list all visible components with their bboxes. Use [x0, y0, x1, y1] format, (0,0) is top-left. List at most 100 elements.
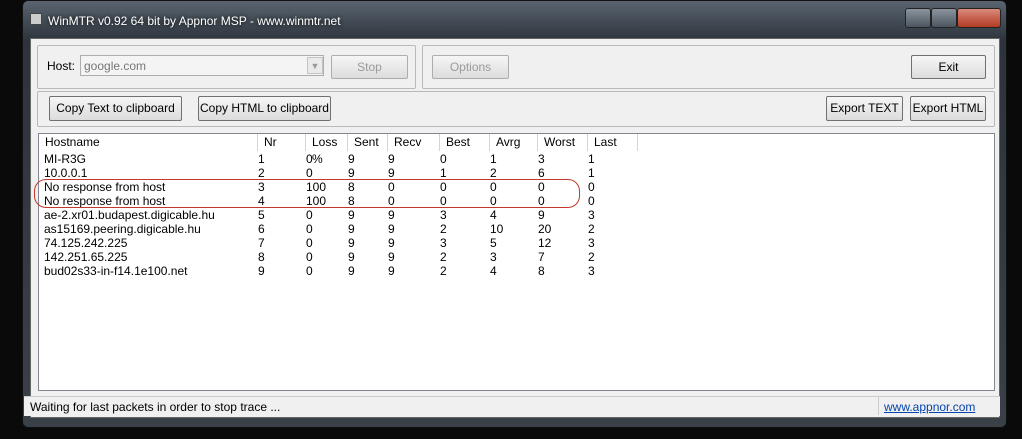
cell-value: 9 [348, 166, 355, 180]
cell-value: 3 [538, 152, 545, 166]
cell-value: 0 [588, 180, 595, 194]
cell-value: 0 [490, 180, 497, 194]
cell-value: 9 [538, 208, 545, 222]
column-header: Avrg [490, 134, 538, 151]
column-header: Last [588, 134, 638, 151]
cell-value: 0 [306, 250, 313, 264]
cell-value: 9 [388, 222, 395, 236]
highlight-ellipse [34, 179, 580, 208]
column-header: Loss % [306, 134, 348, 166]
cell-value: 8 [538, 264, 545, 278]
cell-value: 0 [588, 194, 595, 208]
cell-value: 6 [538, 166, 545, 180]
cell-value: 3 [440, 236, 447, 250]
hostname-cell: No response from host [44, 194, 166, 208]
cell-value: 12 [538, 236, 552, 250]
cell-value: 0 [306, 208, 313, 222]
cell-value: 3 [588, 208, 595, 222]
export-text-button[interactable]: Export TEXT [826, 96, 903, 121]
cell-value: 0 [306, 236, 313, 250]
cell-value: 0 [306, 264, 313, 278]
cell-value: 100 [306, 194, 327, 208]
cell-value: 2 [440, 250, 447, 264]
hostname-cell: as15169.peering.digicable.hu [44, 222, 201, 236]
cell-value: 0 [538, 180, 545, 194]
cell-value: 9 [388, 264, 395, 278]
cell-value: 0 [440, 194, 447, 208]
host-label: Host: [47, 59, 76, 73]
cell-value: 0 [306, 222, 313, 236]
cell-value: 2 [440, 222, 447, 236]
cell-value: 0 [538, 194, 545, 208]
dropdown-arrow[interactable]: ▼ [307, 57, 323, 74]
hostname-cell: 10.0.0.1 [44, 166, 88, 180]
cell-value: 9 [388, 152, 395, 166]
column-header: Sent [348, 134, 388, 151]
window-title: WinMTR v0.92 64 bit by Appnor MSP - www.… [48, 14, 341, 28]
cell-value: 3 [440, 208, 447, 222]
cell-value: 0 [306, 152, 313, 166]
cell-value: 20 [538, 222, 552, 236]
host-group [37, 45, 416, 89]
cell-value: 1 [588, 152, 595, 166]
maximize-button[interactable] [931, 8, 957, 28]
export-html-button[interactable]: Export HTML [910, 96, 986, 121]
column-header: Worst [538, 134, 588, 151]
cell-value: 9 [348, 208, 355, 222]
hostname-cell: MI-R3G [44, 152, 86, 166]
cell-value: 3 [258, 180, 265, 194]
cell-value: 4 [490, 208, 497, 222]
cell-value: 8 [258, 250, 265, 264]
exit-button[interactable]: Exit [911, 55, 986, 79]
cell-value: 2 [588, 250, 595, 264]
host-input[interactable]: google.com [80, 55, 324, 76]
cell-value: 2 [588, 222, 595, 236]
minimize-button[interactable] [905, 8, 931, 28]
cell-value: 9 [348, 222, 355, 236]
cell-value: 0 [388, 194, 395, 208]
copy-html-button[interactable]: Copy HTML to clipboard [198, 96, 331, 121]
hostname-cell: 142.251.65.225 [44, 250, 128, 264]
cell-value: 8 [348, 194, 355, 208]
status-bar [24, 396, 1000, 416]
cell-value: 5 [258, 208, 265, 222]
cell-value: 6 [258, 222, 265, 236]
hostname-cell: 74.125.242.225 [44, 236, 128, 250]
cell-value: 1 [440, 166, 447, 180]
options-button[interactable]: Options [432, 55, 509, 79]
close-button[interactable] [957, 8, 1001, 28]
cell-value: 0 [440, 180, 447, 194]
cell-value: 9 [348, 250, 355, 264]
cell-value: 2 [258, 166, 265, 180]
cell-value: 8 [348, 180, 355, 194]
cell-value: 2 [440, 264, 447, 278]
app-icon [30, 13, 42, 25]
copy-text-button[interactable]: Copy Text to clipboard [49, 96, 182, 121]
cell-value: 9 [388, 236, 395, 250]
cell-value: 1 [490, 152, 497, 166]
cell-value: 7 [538, 250, 545, 264]
cell-value: 3 [490, 250, 497, 264]
cell-value: 9 [348, 152, 355, 166]
cell-value: 9 [388, 250, 395, 264]
hostname-cell: bud02s33-in-f14.1e100.net [44, 264, 188, 278]
cell-value: 100 [306, 180, 327, 194]
cell-value: 4 [490, 264, 497, 278]
hostname-cell: ae-2.xr01.budapest.digicable.hu [44, 208, 215, 222]
stop-button[interactable]: Stop [331, 55, 408, 79]
cell-value: 9 [348, 264, 355, 278]
cell-value: 10 [490, 222, 504, 236]
options-group [422, 45, 995, 89]
column-header: Nr [258, 134, 306, 151]
column-header: Best [440, 134, 490, 151]
column-header: Recv [388, 134, 440, 151]
website-link[interactable]: www.appnor.com [884, 400, 976, 414]
status-message: Waiting for last packets in order to sto… [30, 400, 281, 414]
results-list [38, 133, 995, 391]
cell-value: 9 [258, 264, 265, 278]
export-group [37, 91, 995, 127]
cell-value: 9 [388, 208, 395, 222]
cell-value: 5 [490, 236, 497, 250]
cell-value: 9 [348, 236, 355, 250]
